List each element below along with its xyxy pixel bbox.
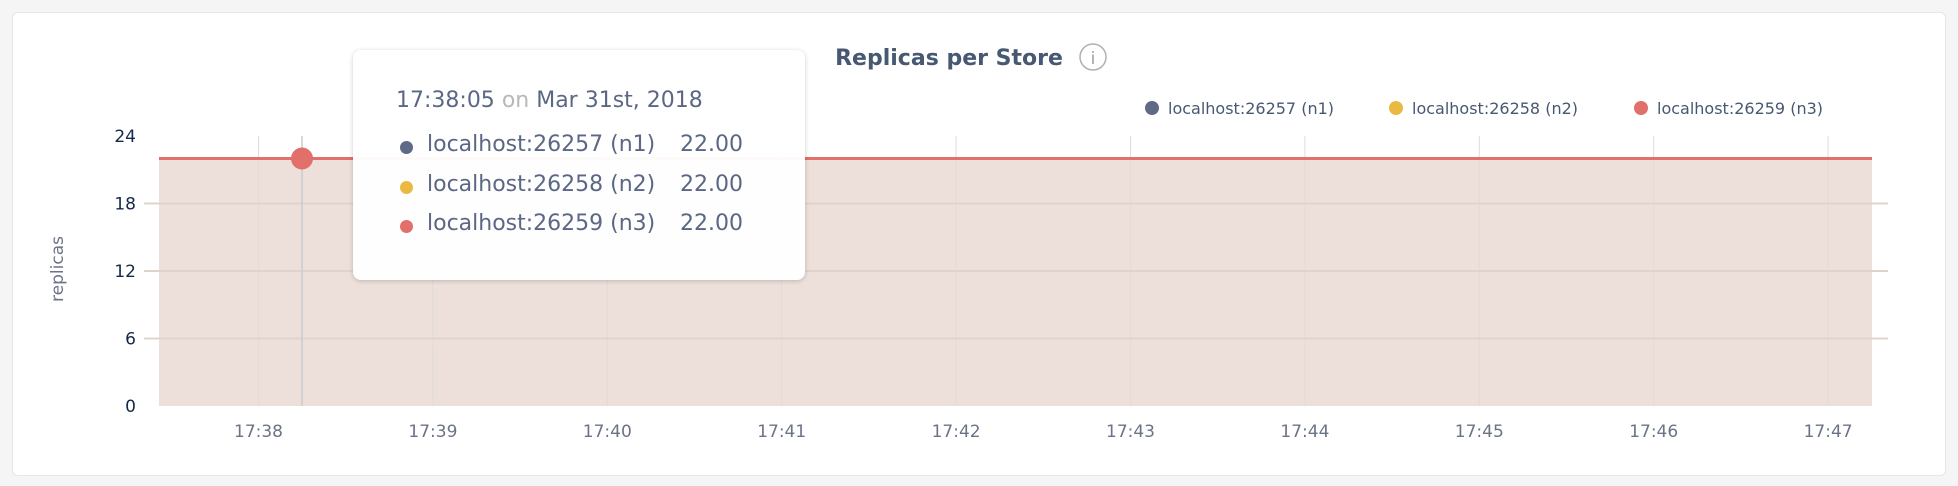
chart-title: Replicas per Store (835, 46, 1063, 71)
series-dot-icon (400, 141, 413, 154)
tooltip-series-name: localhost:26259 (n3) (427, 211, 656, 236)
x-tick-label: 17:44 (1280, 422, 1329, 442)
series-dot-icon (400, 181, 413, 194)
tooltip-series-name: localhost:26258 (n2) (427, 172, 656, 197)
info-icon-glyph: i (1091, 49, 1096, 69)
x-tick-label: 17:42 (932, 422, 981, 442)
tooltip-time: 17:38:05 (396, 88, 495, 113)
y-tick-label: 6 (125, 330, 136, 350)
legend-dot-icon (1634, 101, 1648, 115)
hover-point (291, 147, 313, 170)
legend-item: localhost:26259 (n3) (1657, 99, 1823, 118)
series-dot-icon (400, 220, 413, 233)
tooltip-series-name: localhost:26257 (n1) (427, 132, 656, 157)
x-tick-label: 17:46 (1629, 422, 1678, 442)
y-tick-label: 18 (114, 195, 136, 215)
tooltip-series-value: 22.00 (680, 172, 743, 197)
legend-dot-icon (1389, 101, 1403, 115)
x-tick-label: 17:38 (234, 422, 283, 442)
tooltip-series-value: 22.00 (680, 211, 743, 236)
x-tick-label: 17:40 (583, 422, 632, 442)
legend-dot-icon (1145, 101, 1159, 115)
x-tick-label: 17:45 (1455, 422, 1504, 442)
tooltip-series-value: 22.00 (680, 132, 743, 157)
x-tick-label: 17:47 (1804, 422, 1853, 442)
tooltip-header: 17:38:05 on Mar 31st, 2018 (396, 88, 703, 113)
y-axis-label: replicas (48, 236, 68, 302)
info-icon[interactable] (1079, 43, 1107, 71)
chart-tooltip: 17:38:05 on Mar 31st, 2018 localhost:262… (353, 50, 805, 280)
x-tick-label: 17:41 (757, 422, 806, 442)
x-tick-label: 17:39 (408, 422, 457, 442)
x-tick-label: 17:43 (1106, 422, 1155, 442)
y-tick-label: 12 (114, 262, 136, 282)
legend-item: localhost:26257 (n1) (1168, 99, 1334, 118)
y-tick-label: 0 (125, 397, 136, 417)
tooltip-on: on (501, 88, 530, 113)
tooltip-date: Mar 31st, 2018 (536, 88, 703, 113)
y-tick-label: 24 (114, 127, 136, 147)
legend-item: localhost:26258 (n2) (1412, 99, 1578, 118)
